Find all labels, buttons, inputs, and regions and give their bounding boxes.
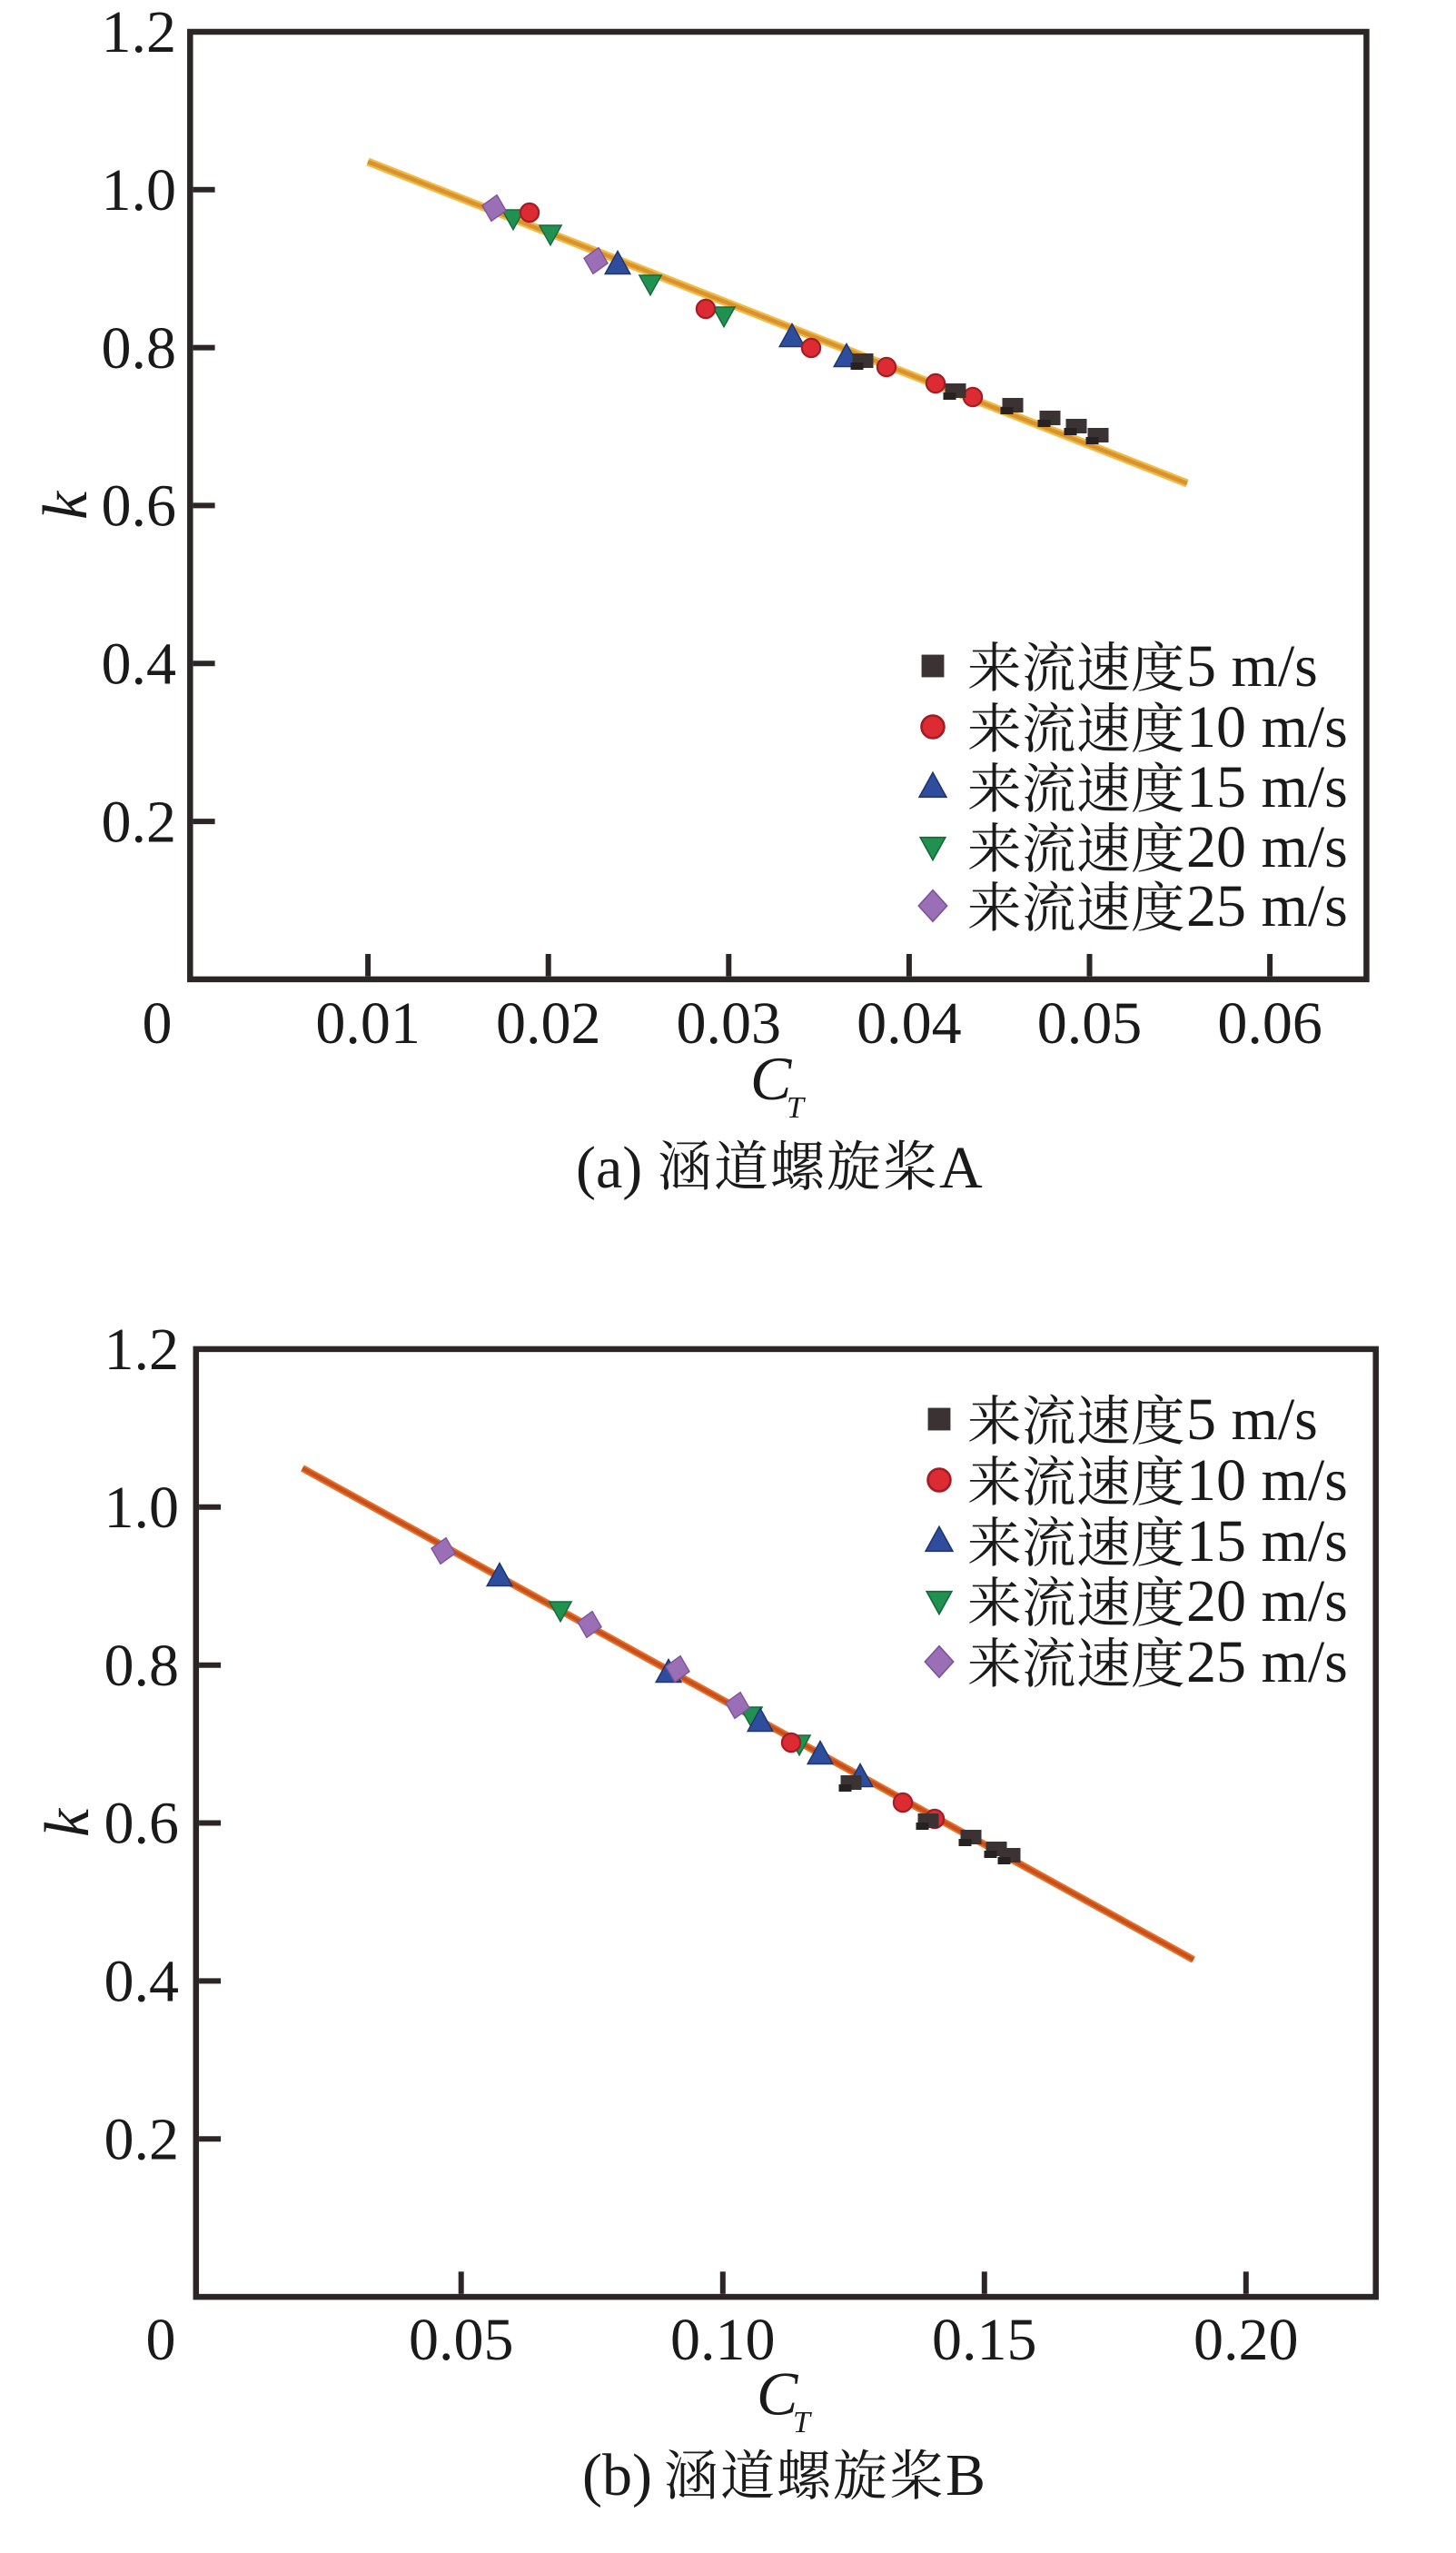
svg-text:0.4: 0.4 — [102, 631, 177, 697]
svg-text:0.01: 0.01 — [315, 990, 421, 1057]
svg-text:0.6: 0.6 — [104, 1791, 180, 1857]
svg-text:k: k — [33, 1807, 103, 1837]
svg-text:0: 0 — [146, 2307, 176, 2373]
svg-text:15 m/s: 15 m/s — [1186, 754, 1348, 820]
svg-text:5 m/s: 5 m/s — [1186, 1386, 1318, 1453]
svg-text:0.8: 0.8 — [102, 315, 177, 382]
svg-text:k: k — [31, 490, 101, 520]
svg-text:B: B — [946, 2442, 986, 2508]
svg-text:1.2: 1.2 — [102, 0, 177, 65]
svg-text:5 m/s: 5 m/s — [1186, 633, 1318, 700]
svg-text:25 m/s: 25 m/s — [1186, 1629, 1348, 1695]
svg-text:0.02: 0.02 — [496, 990, 601, 1057]
svg-text:0.05: 0.05 — [409, 2307, 514, 2373]
svg-text:0.15: 0.15 — [932, 2307, 1037, 2373]
svg-text:0.20: 0.20 — [1194, 2307, 1299, 2373]
svg-text:1.0: 1.0 — [104, 1475, 180, 1541]
svg-text:0.04: 0.04 — [857, 990, 962, 1057]
svg-text:0.6: 0.6 — [102, 473, 177, 540]
svg-text:0.10: 0.10 — [670, 2307, 776, 2373]
svg-text:(b): (b) — [582, 2442, 667, 2508]
svg-text:C: C — [757, 2359, 798, 2429]
svg-text:0.2: 0.2 — [104, 2106, 180, 2172]
svg-text:1.2: 1.2 — [104, 1316, 180, 1383]
svg-text:1.0: 1.0 — [102, 157, 177, 224]
svg-text:20 m/s: 20 m/s — [1186, 1568, 1348, 1634]
svg-text:0.2: 0.2 — [102, 789, 177, 855]
svg-text:10 m/s: 10 m/s — [1186, 694, 1348, 760]
svg-text:15 m/s: 15 m/s — [1186, 1508, 1348, 1575]
svg-text:T: T — [793, 2406, 812, 2439]
svg-text:10 m/s: 10 m/s — [1186, 1447, 1348, 1514]
svg-text:20 m/s: 20 m/s — [1186, 814, 1348, 880]
svg-text:0.05: 0.05 — [1037, 990, 1143, 1057]
svg-text:0.03: 0.03 — [677, 990, 782, 1057]
svg-text:0.4: 0.4 — [104, 1949, 180, 2015]
svg-text:0: 0 — [143, 990, 173, 1057]
svg-text:0.8: 0.8 — [104, 1633, 180, 1699]
svg-text:(a): (a) — [576, 1135, 658, 1201]
svg-text:T: T — [787, 1091, 806, 1125]
svg-text:0.06: 0.06 — [1217, 990, 1322, 1057]
svg-text:C: C — [750, 1044, 792, 1113]
svg-text:A: A — [939, 1135, 983, 1201]
svg-text:25 m/s: 25 m/s — [1186, 873, 1348, 939]
